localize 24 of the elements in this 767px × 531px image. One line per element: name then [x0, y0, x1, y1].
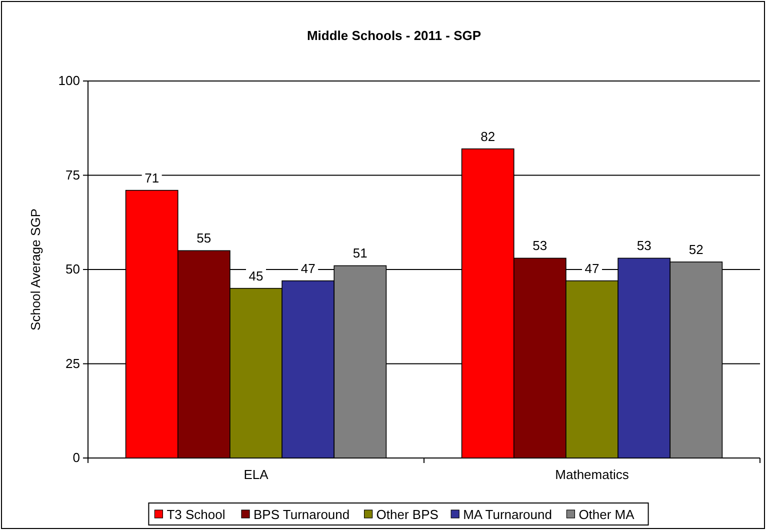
data-label: 47: [584, 260, 600, 276]
y-tick-label: 75: [66, 167, 80, 182]
y-axis-title: School Average SGP: [28, 208, 43, 330]
data-label: 45: [248, 268, 264, 284]
x-tick-label: ELA: [244, 467, 269, 482]
data-label: 52: [688, 242, 704, 257]
data-label: 47: [300, 260, 316, 276]
data-label: 53: [532, 238, 548, 254]
data-label: 71: [144, 170, 160, 186]
data-label: 82: [480, 128, 496, 144]
y-tick-label: 100: [58, 73, 80, 88]
legend-label: Other MA: [578, 507, 635, 522]
legend-label: MA Turnaround: [463, 507, 552, 522]
legend-label: Other BPS: [376, 507, 439, 522]
x-tick-label: Mathematics: [555, 467, 630, 482]
y-tick-label: 50: [66, 262, 80, 277]
data-label: 55: [196, 230, 212, 246]
chart-title: Middle Schools - 2011 - SGP: [306, 28, 482, 43]
legend-label: BPS Turnaround: [254, 507, 350, 522]
data-label: 53: [636, 238, 652, 254]
y-tick-label: 0: [72, 450, 80, 466]
y-tick-label: 25: [66, 356, 80, 371]
legend-label: T3 School: [166, 507, 226, 522]
data-label: 51: [352, 246, 368, 261]
